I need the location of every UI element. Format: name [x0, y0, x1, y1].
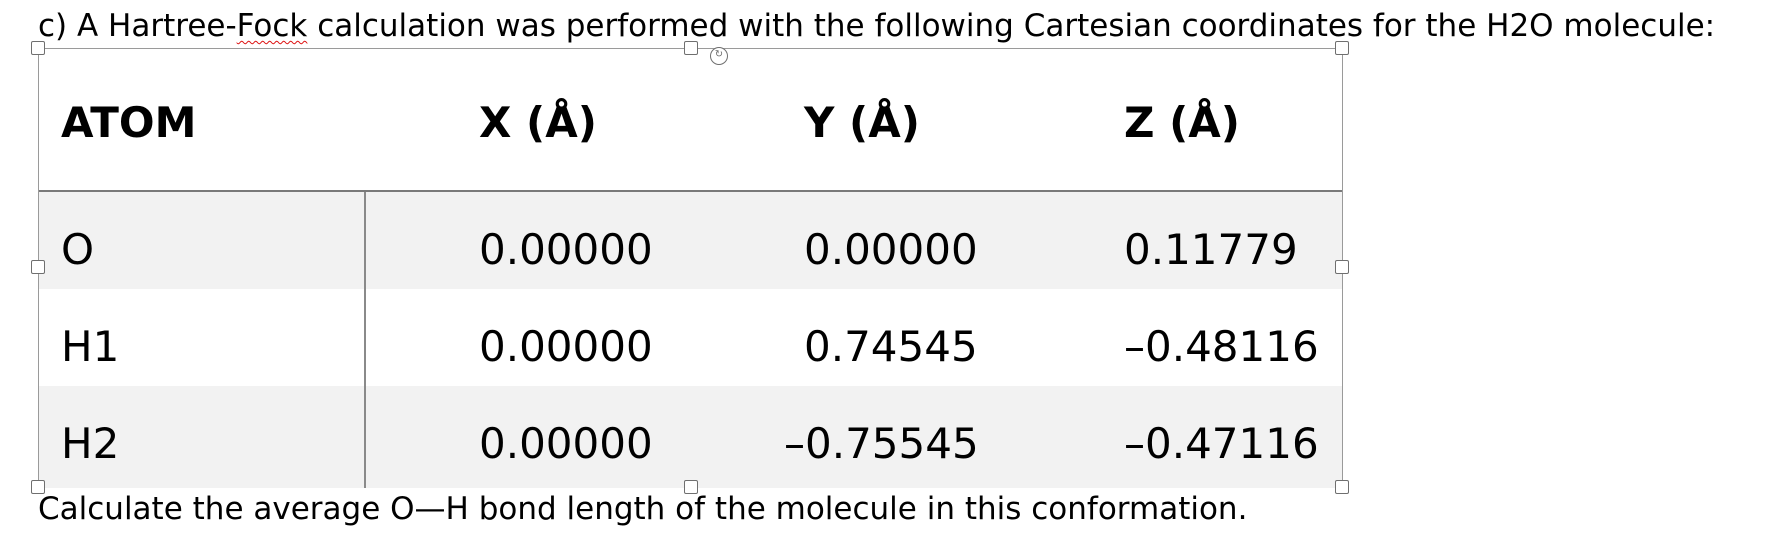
resize-handle-icon[interactable]: [1335, 260, 1349, 274]
header-x: X (Å): [479, 98, 597, 147]
cell-x: 0.00000: [479, 225, 653, 274]
cell-y: 0.74545: [804, 322, 978, 371]
rotate-handle-icon[interactable]: ↻: [710, 47, 728, 65]
resize-handle-icon[interactable]: [31, 260, 45, 274]
cell-y: –0.75545: [784, 419, 979, 468]
header-atom: ATOM: [61, 98, 197, 147]
cell-x: 0.00000: [479, 322, 653, 371]
cell-x: 0.00000: [479, 419, 653, 468]
cell-z: –0.48116: [1124, 322, 1319, 371]
cell-atom: O: [61, 225, 95, 274]
header-z: Z (Å): [1124, 98, 1240, 147]
question-suffix: calculation was performed with the follo…: [307, 8, 1716, 44]
coordinates-table[interactable]: ATOM X (Å) Y (Å) Z (Å) O 0.00000 0.00000…: [31, 41, 1349, 494]
resize-handle-icon[interactable]: [1335, 41, 1349, 55]
resize-handle-icon[interactable]: [1335, 480, 1349, 494]
cell-atom: H2: [61, 419, 120, 468]
footer-question: Calculate the average O—H bond length of…: [38, 491, 1248, 527]
column-divider: [364, 192, 366, 488]
cell-z: –0.47116: [1124, 419, 1319, 468]
resize-handle-icon[interactable]: [684, 41, 698, 55]
question-text: c) A Hartree-Fock calculation was perfor…: [38, 6, 1715, 46]
resize-handle-icon[interactable]: [31, 41, 45, 55]
resize-handle-icon[interactable]: [684, 480, 698, 494]
cell-z: 0.11779: [1124, 225, 1298, 274]
spellcheck-flagged-word[interactable]: Fock: [236, 8, 308, 44]
cell-y: 0.00000: [804, 225, 978, 274]
question-prefix: c) A Hartree-: [38, 8, 237, 44]
resize-handle-icon[interactable]: [31, 480, 45, 494]
table-row: H2 0.00000 –0.75545 –0.47116: [39, 386, 1342, 488]
header-y: Y (Å): [804, 98, 920, 147]
table-row: H1 0.00000 0.74545 –0.48116: [39, 289, 1342, 386]
table-row: O 0.00000 0.00000 0.11779: [39, 192, 1342, 289]
table-header-row: ATOM X (Å) Y (Å) Z (Å): [39, 49, 1342, 192]
cell-atom: H1: [61, 322, 120, 371]
